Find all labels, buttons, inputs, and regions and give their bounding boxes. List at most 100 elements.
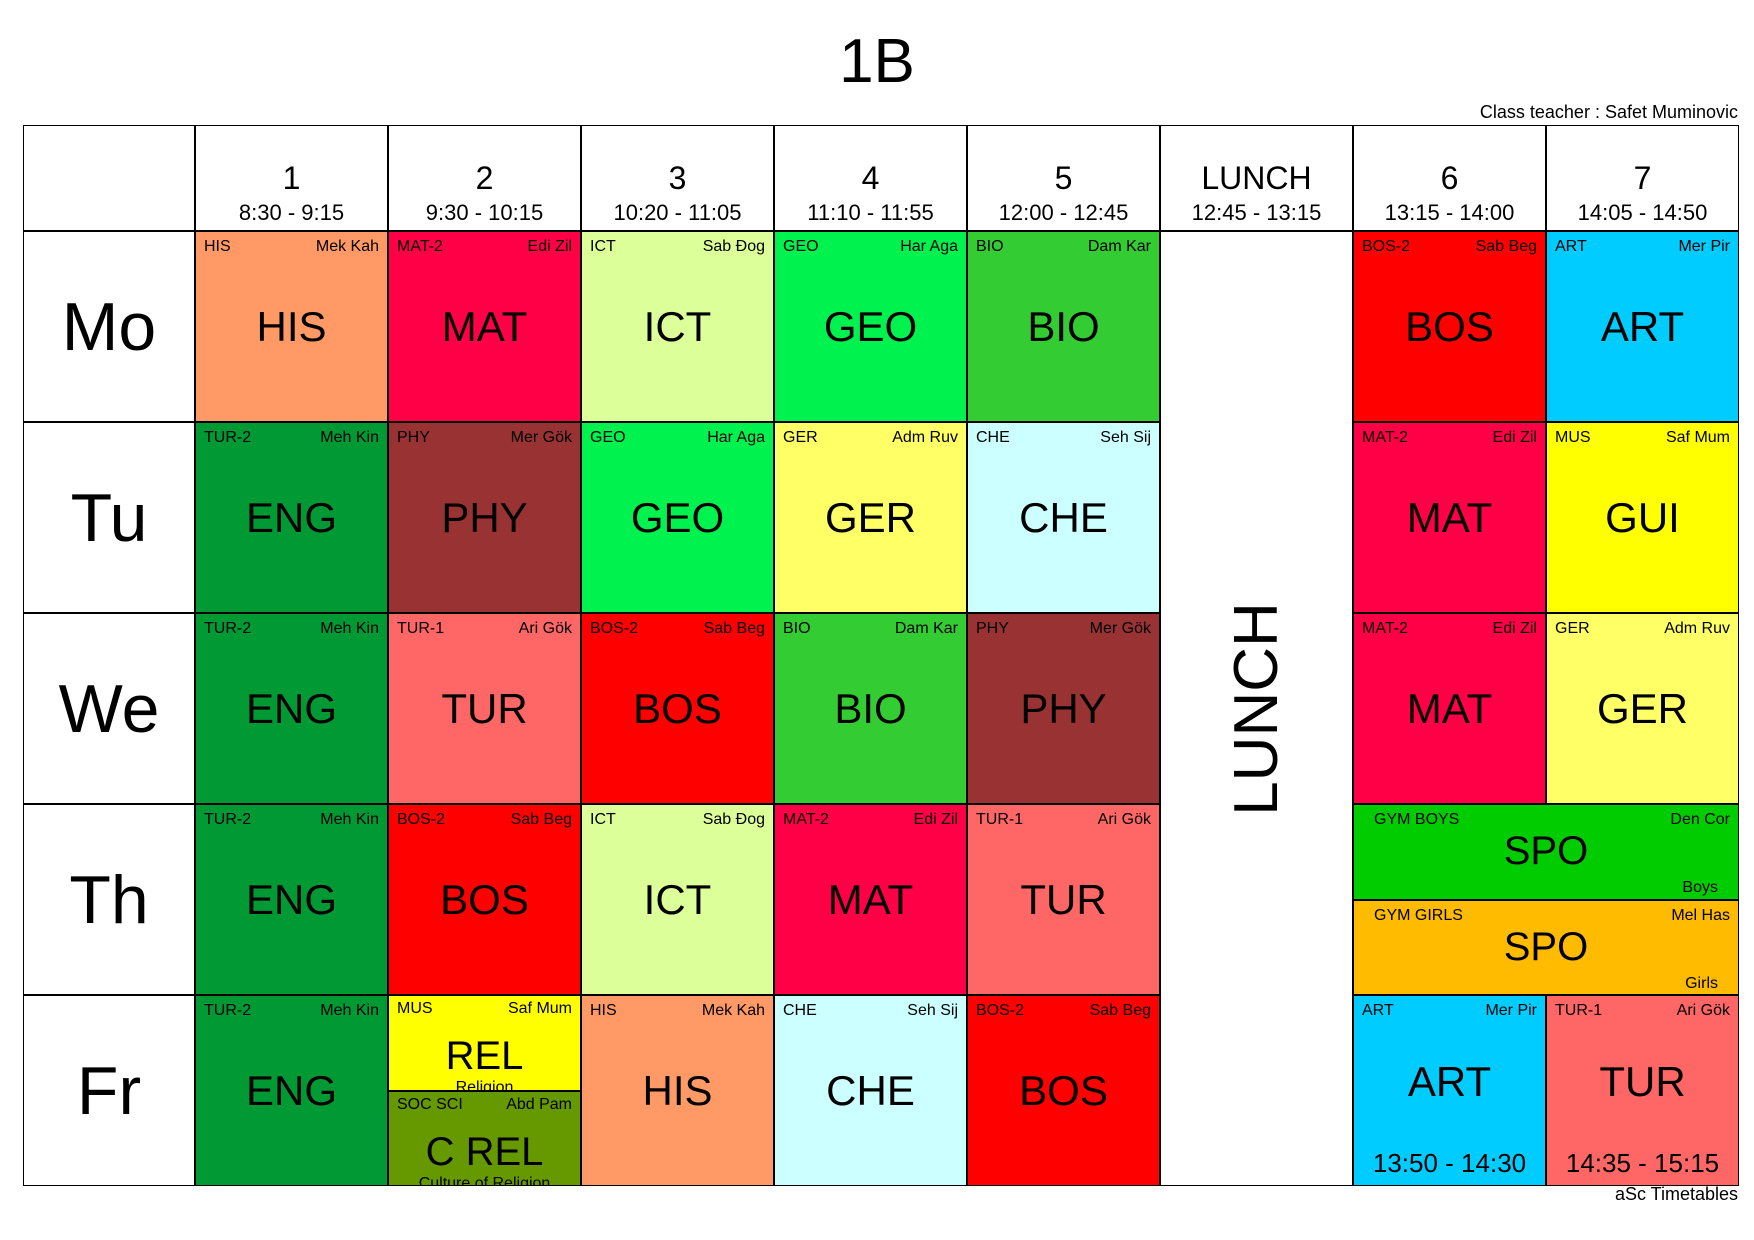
lesson-card[interactable]: TUR-2 Meh Kin ENG [195,804,388,995]
lesson-card[interactable]: GER Adm Ruv GER [1546,613,1739,804]
lesson-card[interactable]: ICT Sab Đog ICT [581,231,774,422]
lesson-subject: CHE [826,1066,915,1114]
timed-lesson-card[interactable]: TUR-1 Ari Gök TUR 14:35 - 15:15 [1546,995,1739,1186]
day-name: Tu [70,479,148,556]
corner-cell [23,125,195,231]
lesson-teacher: Adm Ruv [1664,620,1730,637]
lesson-subject: REL [445,1034,524,1078]
day-label: Tu [23,422,195,613]
lesson-group: PHY [397,429,430,446]
lesson-card[interactable]: MAT-2 Edi Zil MAT [1353,422,1546,613]
lunch-column: LUNCH [1160,231,1353,1186]
lesson-card[interactable]: BOS-2 Sab Beg BOS [1353,231,1546,422]
lesson-teacher: Ari Gök [1097,811,1151,828]
lesson-card[interactable]: ICT Sab Đog ICT [581,804,774,995]
lesson-subject: GER [1596,684,1688,732]
lesson-subject-full: Culture of Religion [418,1175,551,1186]
lesson-teacher: Abd Pam [506,1096,572,1113]
period-time: 13:15 - 14:00 [1384,200,1515,225]
lesson-card[interactable]: ART Mer Pir ART [1546,231,1739,422]
lesson-group: MAT-2 [1362,429,1408,446]
lesson-teacher: Saf Mum [1665,429,1730,446]
lesson-teacher: Seh Sij [907,1002,958,1019]
lesson-teacher: Edi Zil [527,238,572,255]
lesson-group: MAT-2 [783,811,829,828]
lesson-group: TUR-2 [204,620,252,637]
lesson-card[interactable]: TUR-2 Meh Kin ENG [195,613,388,804]
split-lesson-card[interactable]: MUS Saf Mum REL Religion [388,995,581,1091]
lesson-group: BIO [976,238,1004,255]
lesson-subject: BOS [1019,1066,1108,1114]
lesson-subject: GEO [630,493,725,541]
lesson-teacher: Sab Beg [1475,238,1537,255]
lesson-group: GEO [783,238,819,255]
lesson-group: BOS-2 [976,1002,1025,1019]
lesson-subject: TUR [1020,875,1107,923]
lesson-teacher: Har Aga [900,238,958,255]
lesson-group: GER [783,429,818,446]
lesson-card[interactable]: CHE Seh Sij CHE [967,422,1160,613]
lesson-card[interactable]: TUR-1 Ari Gök TUR [967,804,1160,995]
lesson-card[interactable]: BOS-2 Sab Beg BOS [388,804,581,995]
lesson-group: TUR-1 [1555,1002,1603,1019]
lesson-card[interactable]: MAT-2 Edi Zil MAT [1353,613,1546,804]
lesson-card[interactable]: HIS Mek Kah HIS [581,995,774,1186]
period-time: 10:20 - 11:05 [613,200,742,225]
lesson-card[interactable]: BIO Dam Kar BIO [774,613,967,804]
lesson-group: CHE [783,1002,817,1019]
period-header: LUNCH 12:45 - 13:15 [1160,125,1353,231]
lesson-subject: ICT [643,875,712,923]
period-time: 14:05 - 14:50 [1577,200,1708,225]
lesson-teacher: Saf Mum [507,1000,572,1017]
lesson-card[interactable]: HIS Mek Kah HIS [195,231,388,422]
lesson-group: HIS [204,238,231,255]
lesson-card[interactable]: BOS-2 Sab Beg BOS [581,613,774,804]
lesson-card[interactable]: MAT-2 Edi Zil MAT [388,231,581,422]
period-header: 5 12:00 - 12:45 [967,125,1160,231]
sport-lesson-card[interactable]: GYM BOYS Den Cor SPO Boys [1353,804,1739,900]
lesson-teacher: Meh Kin [320,620,379,637]
lesson-card[interactable]: BOS-2 Sab Beg BOS [967,995,1160,1186]
lesson-teacher: Sab Beg [510,811,572,828]
lesson-group: BIO [783,620,811,637]
lesson-subject: GUI [1605,493,1680,541]
lesson-teacher: Sab Đog [702,238,765,255]
lesson-card[interactable]: PHY Mer Gök PHY [967,613,1160,804]
lesson-teacher: Sab Đog [702,811,765,828]
lesson-subject: SPO [1503,925,1589,969]
lesson-card[interactable]: GER Adm Ruv GER [774,422,967,613]
split-lesson-card[interactable]: SOC SCI Abd Pam C REL Culture of Religion [388,1091,581,1186]
lesson-subject: SPO [1503,829,1589,873]
lesson-card[interactable]: TUR-1 Ari Gök TUR [388,613,581,804]
lesson-card[interactable]: GEO Har Aga GEO [581,422,774,613]
lesson-teacher: Edi Zil [1492,620,1537,637]
lesson-teacher: Ari Gök [1676,1002,1730,1019]
lesson-subject: GEO [823,302,918,350]
period-time: 9:30 - 10:15 [425,200,544,225]
lesson-card[interactable]: MUS Saf Mum GUI [1546,422,1739,613]
lesson-card[interactable]: CHE Seh Sij CHE [774,995,967,1186]
lesson-subject: BIO [834,684,907,732]
lesson-card[interactable]: GEO Har Aga GEO [774,231,967,422]
period-number: 2 [475,160,494,196]
lesson-teacher: Edi Zil [1492,429,1537,446]
footer-credit: aSc Timetables [1614,1184,1738,1204]
lesson-card[interactable]: BIO Dam Kar BIO [967,231,1160,422]
period-time: 8:30 - 9:15 [238,200,345,225]
lesson-group: MAT-2 [397,238,443,255]
lesson-card[interactable]: MAT-2 Edi Zil MAT [774,804,967,995]
lesson-teacher: Ari Gök [518,620,572,637]
lesson-group: PHY [976,620,1009,637]
lesson-card[interactable]: TUR-2 Meh Kin ENG [195,995,388,1186]
sport-lesson-card[interactable]: GYM GIRLS Mel Has SPO Girls [1353,900,1739,995]
period-number: 6 [1440,160,1459,196]
lesson-card[interactable]: TUR-2 Meh Kin ENG [195,422,388,613]
lesson-subject: ICT [643,302,712,350]
lesson-subject: BOS [440,875,529,923]
lesson-group: BOS-2 [397,811,446,828]
lesson-subject: ENG [245,1066,337,1114]
lesson-card[interactable]: PHY Mer Gök PHY [388,422,581,613]
timed-lesson-card[interactable]: ART Mer Pir ART 13:50 - 14:30 [1353,995,1546,1186]
lesson-teacher: Mel Has [1671,907,1730,924]
lesson-teacher: Har Aga [707,429,765,446]
